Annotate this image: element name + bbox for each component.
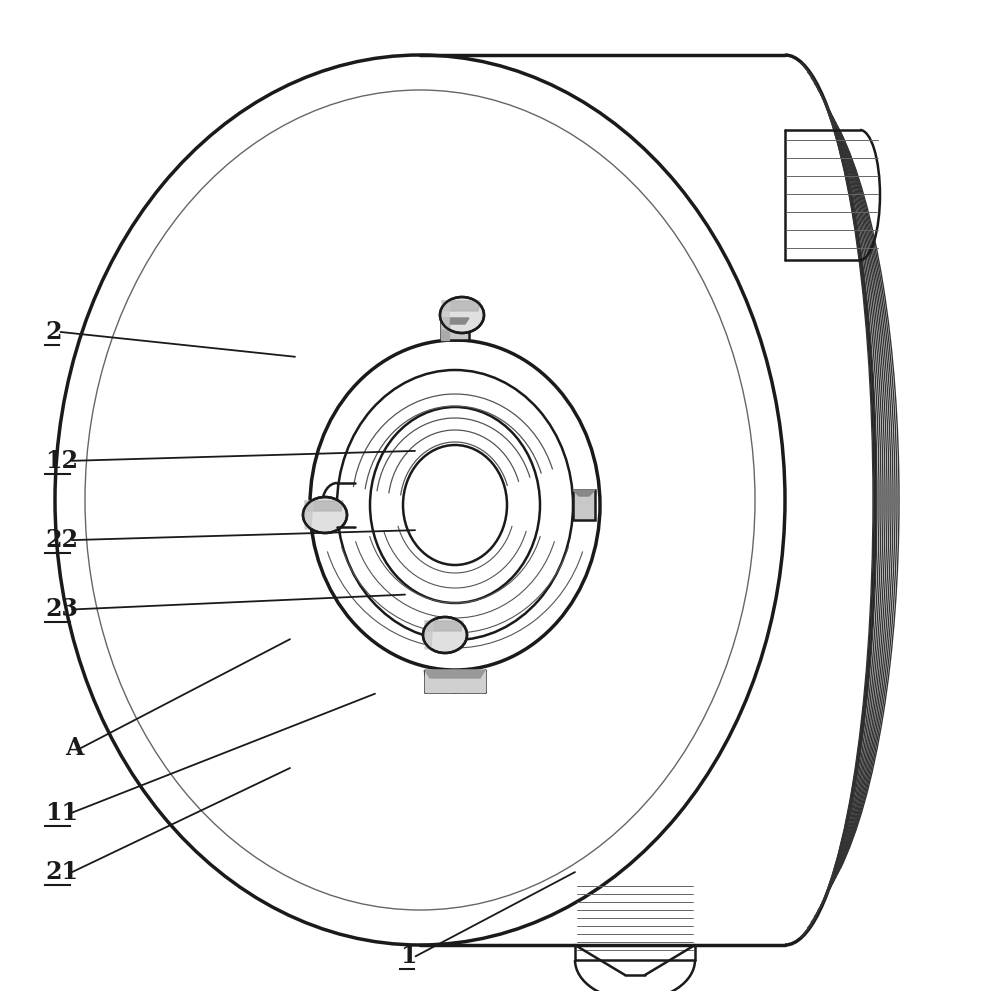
Text: 11: 11 [45,801,78,825]
Text: 2: 2 [45,320,62,344]
Polygon shape [573,490,595,496]
Polygon shape [425,621,433,649]
Polygon shape [442,301,480,311]
Ellipse shape [303,497,347,533]
Text: 21: 21 [45,860,78,884]
Polygon shape [442,301,450,329]
Text: 22: 22 [45,528,78,552]
Polygon shape [425,670,485,692]
Ellipse shape [440,297,484,333]
Text: 1: 1 [400,944,416,968]
Polygon shape [441,318,449,340]
Text: 23: 23 [45,598,78,621]
Polygon shape [305,501,343,511]
Polygon shape [425,621,463,631]
Polygon shape [305,501,313,529]
FancyBboxPatch shape [573,490,595,520]
Text: A: A [65,736,83,760]
FancyBboxPatch shape [441,318,469,340]
Ellipse shape [423,617,467,653]
Polygon shape [425,670,485,678]
Text: 12: 12 [45,449,78,473]
Polygon shape [441,318,469,324]
